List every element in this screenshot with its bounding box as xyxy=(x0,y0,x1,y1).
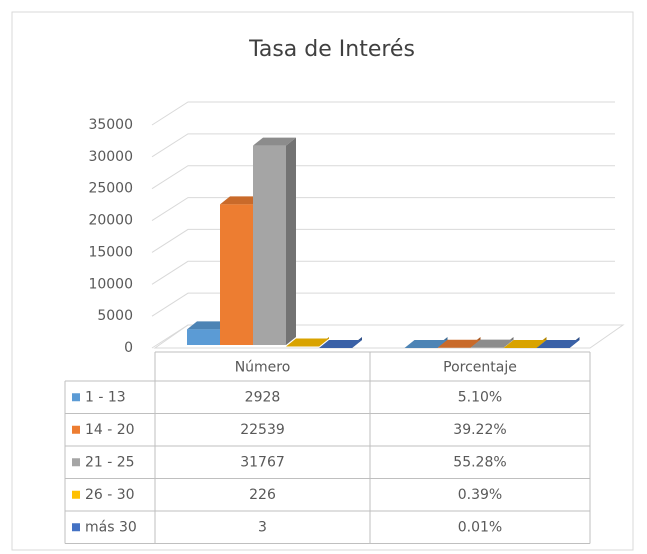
grid-line xyxy=(151,133,615,158)
legend-label: 14 - 20 xyxy=(85,422,135,438)
y-tick-label: 20000 xyxy=(88,213,133,229)
grid-line xyxy=(151,324,615,349)
bar-top xyxy=(470,339,514,348)
floor xyxy=(153,324,625,349)
grid-line xyxy=(151,260,615,285)
grid-line xyxy=(151,228,615,253)
data-label: 5.10% xyxy=(458,389,502,405)
bar-top xyxy=(404,339,448,348)
legend-key xyxy=(72,458,80,467)
bar xyxy=(187,329,220,345)
data-label: 22539 xyxy=(240,422,285,438)
grid-line xyxy=(151,197,615,221)
bar-top xyxy=(319,339,362,348)
bar-top xyxy=(437,339,481,348)
bar-side xyxy=(286,137,296,345)
y-tick-label: 35000 xyxy=(88,117,133,133)
legend-key xyxy=(72,425,80,434)
data-label: 2928 xyxy=(245,389,281,405)
x-tick-label: Número xyxy=(235,360,291,376)
chart-title: Tasa de Interés xyxy=(248,37,415,62)
data-label: 55.28% xyxy=(453,454,506,470)
bar xyxy=(253,145,286,345)
data-label: 3 xyxy=(258,519,267,535)
grid-line xyxy=(151,165,615,190)
bar-top xyxy=(253,137,296,146)
data-label: 31767 xyxy=(240,454,285,470)
bar-top xyxy=(503,339,547,348)
legend-label: más 30 xyxy=(85,519,137,535)
bar xyxy=(220,204,253,345)
y-tick-label: 30000 xyxy=(88,149,133,165)
y-tick-label: 5000 xyxy=(97,308,133,324)
bar-top xyxy=(187,321,230,330)
bar-top xyxy=(220,196,263,205)
y-tick-label: 15000 xyxy=(88,244,133,260)
data-label: 0.39% xyxy=(458,487,502,503)
y-tick-label: 25000 xyxy=(88,181,133,197)
grid-line xyxy=(151,101,615,126)
y-tick-label: 0 xyxy=(124,340,133,356)
legend-key xyxy=(72,393,80,402)
data-label: 39.22% xyxy=(453,422,506,438)
data-label: 226 xyxy=(249,487,276,503)
bar-top xyxy=(286,338,329,347)
legend-key xyxy=(72,490,80,499)
bar-top xyxy=(536,339,580,348)
grid-line xyxy=(151,292,615,317)
legend-label: 26 - 30 xyxy=(85,487,135,503)
data-label: 0.01% xyxy=(458,519,502,535)
legend-label: 21 - 25 xyxy=(85,454,135,470)
legend-key xyxy=(72,523,80,532)
legend-label: 1 - 13 xyxy=(85,389,126,405)
x-tick-label: Porcentaje xyxy=(443,360,517,376)
y-tick-label: 10000 xyxy=(88,276,133,292)
